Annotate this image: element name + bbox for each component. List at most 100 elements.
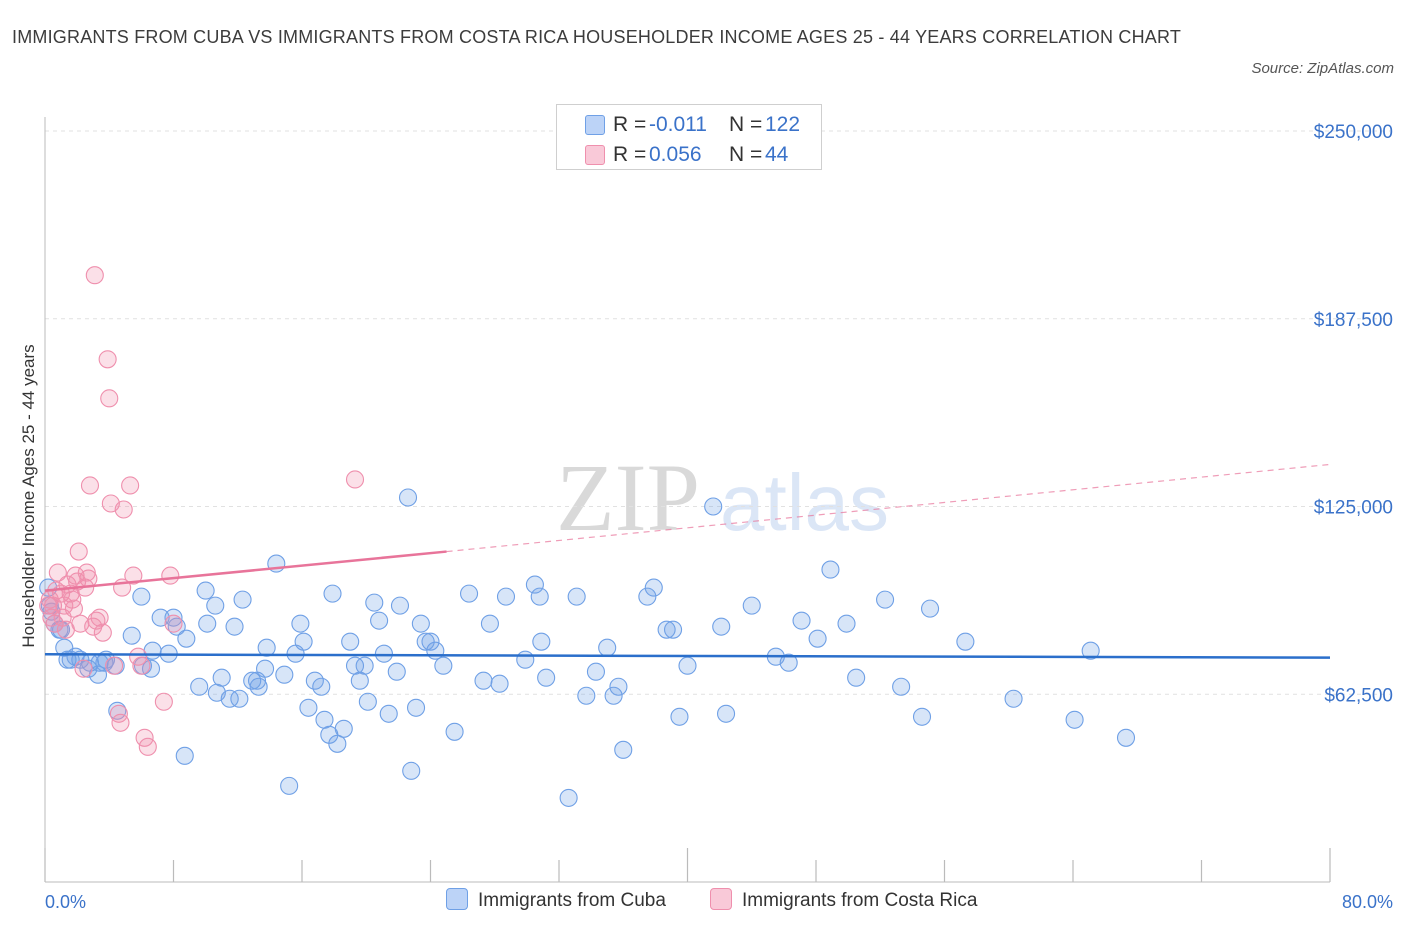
series-cuba-points <box>39 488 1136 807</box>
data-point-cuba <box>323 584 342 603</box>
data-point-cuba <box>577 686 596 705</box>
data-point-cuba <box>474 671 493 690</box>
data-point-costa-rica <box>100 389 119 408</box>
data-point-cuba <box>912 707 932 726</box>
y-tick-label: $62,500 <box>1324 685 1393 706</box>
legend-n-value: 44 <box>765 143 789 166</box>
data-point-cuba <box>299 698 318 717</box>
axes <box>44 117 1331 883</box>
data-point-cuba <box>821 560 840 579</box>
data-point-costa-rica <box>93 623 112 642</box>
legend-r-value: -0.011 <box>649 113 707 136</box>
trend-lines <box>44 463 1331 659</box>
y-tick-label: $187,500 <box>1314 310 1393 331</box>
data-point-cuba <box>614 740 633 759</box>
data-point-cuba <box>275 665 294 684</box>
data-point-cuba <box>837 614 856 633</box>
data-point-costa-rica <box>63 590 82 609</box>
data-point-costa-rica <box>164 614 183 633</box>
data-point-costa-rica <box>39 596 58 615</box>
data-point-cuba <box>712 617 731 636</box>
data-point-costa-rica <box>105 656 124 675</box>
data-point-cuba <box>387 662 406 681</box>
data-point-cuba <box>108 701 127 720</box>
data-point-cuba <box>1004 689 1023 708</box>
bottom-legend-swatch-cuba <box>446 888 468 910</box>
y-axis-label: Householder Income Ages 25 - 44 years <box>19 344 38 647</box>
trend-line-cuba <box>44 653 1331 659</box>
data-point-costa-rica <box>111 713 130 732</box>
data-point-cuba <box>657 620 676 639</box>
data-point-cuba <box>445 722 464 741</box>
data-point-cuba <box>1065 710 1084 729</box>
data-point-cuba <box>459 584 479 603</box>
data-point-cuba <box>532 632 551 651</box>
data-point-cuba <box>638 587 657 606</box>
data-point-cuba <box>644 578 663 597</box>
correlation-legend: R = -0.011 N = 122 R = 0.056 N = 44 <box>556 104 822 170</box>
data-point-costa-rica <box>90 608 109 627</box>
data-point-cuba <box>559 788 578 807</box>
data-point-cuba <box>328 734 347 753</box>
data-point-cuba <box>379 704 398 723</box>
data-point-cuba <box>341 632 360 651</box>
data-point-cuba <box>233 590 252 609</box>
data-point-costa-rica <box>64 599 83 618</box>
source-label: Source: ZipAtlas.com <box>1251 60 1394 77</box>
data-point-cuba <box>604 686 623 705</box>
data-point-cuba <box>808 629 827 648</box>
data-point-cuba <box>525 575 544 594</box>
tick-labels: $62,500 $125,000 $187,500 $250,000 0.0% 80.0% <box>45 122 1393 912</box>
data-point-cuba <box>490 674 509 693</box>
data-point-costa-rica <box>132 656 151 675</box>
data-point-cuba <box>678 656 697 675</box>
data-point-cuba <box>312 677 331 696</box>
trend-line-costa-rica <box>44 550 447 592</box>
data-point-cuba <box>291 614 310 633</box>
data-point-cuba <box>434 656 453 675</box>
data-point-cuba <box>567 587 586 606</box>
watermark-atlas: atlas <box>720 458 889 547</box>
grid-lines <box>45 130 1390 695</box>
data-point-cuba <box>1116 728 1136 747</box>
data-point-cuba <box>398 488 418 507</box>
watermark-zip: ZIP <box>556 444 700 551</box>
y-tick-label: $250,000 <box>1314 122 1393 143</box>
legend-row-cuba: R = -0.011 N = 122 <box>557 109 821 139</box>
trend-line-costa-rica-extension <box>446 463 1331 553</box>
data-point-cuba <box>779 653 798 672</box>
data-point-cuba <box>350 671 369 690</box>
data-point-cuba <box>496 587 516 606</box>
data-point-costa-rica <box>77 563 96 582</box>
data-point-cuba <box>847 668 866 687</box>
data-point-costa-rica <box>74 659 93 678</box>
legend-n-value: 122 <box>765 113 801 136</box>
bottom-legend-costa-rica: Immigrants from Costa Rica <box>710 888 977 912</box>
data-point-costa-rica <box>345 470 365 489</box>
data-point-cuba <box>402 761 421 780</box>
bottom-legend-label-cuba: Immigrants from Cuba <box>478 890 666 911</box>
x-tick-label: 0.0% <box>45 892 86 912</box>
data-point-cuba <box>257 638 276 657</box>
data-point-cuba <box>294 632 313 651</box>
legend-r-label: R = <box>613 113 647 136</box>
data-point-cuba <box>670 707 689 726</box>
data-point-cuba <box>411 614 430 633</box>
data-point-cuba <box>406 698 426 717</box>
data-point-costa-rica <box>138 737 157 756</box>
y-tick-label: $125,000 <box>1314 498 1393 519</box>
x-tick-label: 80.0% <box>1342 892 1393 912</box>
data-point-costa-rica <box>79 569 98 588</box>
data-point-costa-rica <box>124 566 143 585</box>
data-point-cuba <box>421 632 440 651</box>
data-point-cuba <box>167 617 186 636</box>
data-point-costa-rica <box>121 476 140 495</box>
data-point-costa-rica <box>109 704 128 723</box>
data-point-costa-rica <box>161 566 180 585</box>
data-point-costa-rica <box>69 542 88 561</box>
data-point-cuba <box>792 611 811 630</box>
data-point-cuba <box>249 677 268 696</box>
data-point-costa-rica <box>98 350 117 369</box>
data-point-cuba <box>220 689 239 708</box>
data-point-cuba <box>663 620 683 639</box>
